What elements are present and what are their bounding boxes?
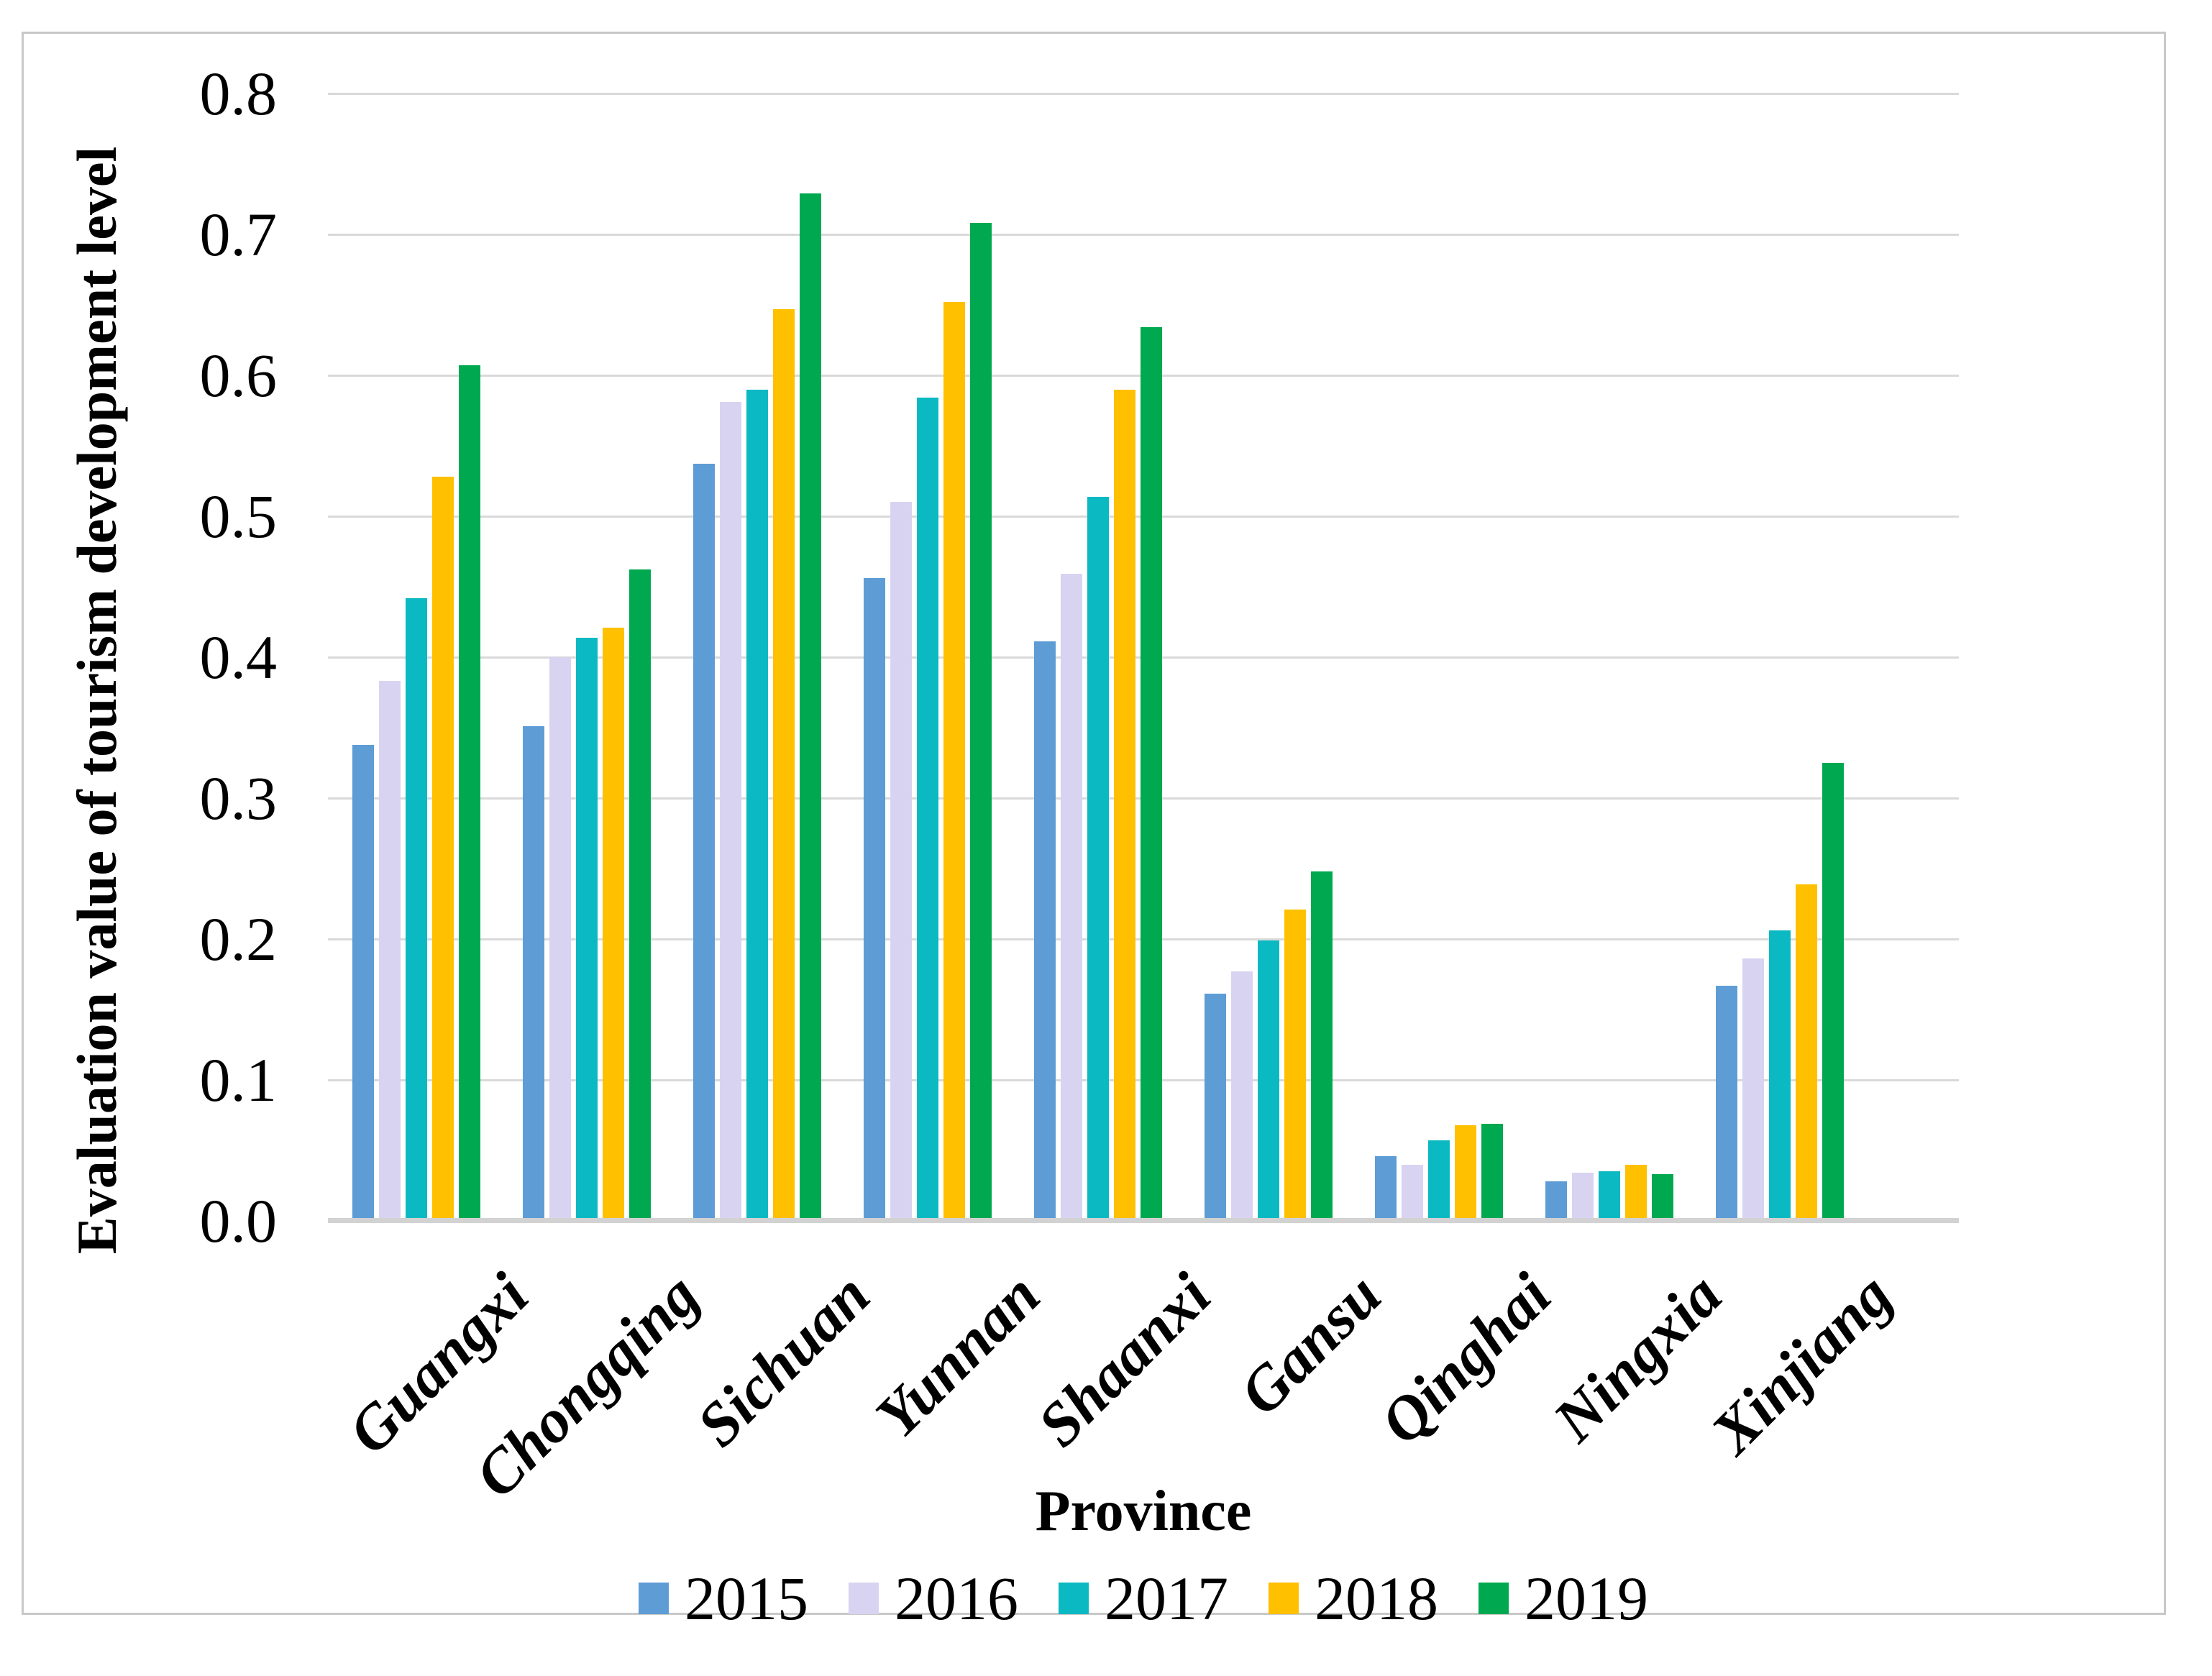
y-tick-label-0.8: 0.8 — [199, 59, 278, 128]
bar-guangxi-2017 — [406, 598, 427, 1221]
bar-gansu-2017 — [1258, 940, 1279, 1221]
bar-guangxi-2018 — [432, 477, 454, 1221]
bar-guangxi-2015 — [352, 745, 374, 1221]
legend-label-2015: 2015 — [685, 1564, 808, 1633]
legend-item-2019: 2019 — [1479, 1567, 1648, 1629]
legend-item-2015: 2015 — [639, 1567, 808, 1629]
legend-swatch-2019 — [1479, 1583, 1509, 1614]
bar-gansu-2018 — [1284, 910, 1306, 1221]
bar-gansu-2016 — [1231, 971, 1253, 1221]
gridline-0.8 — [328, 93, 1959, 95]
bar-qinghai-2016 — [1402, 1165, 1423, 1221]
bar-chongqing-2016 — [549, 657, 571, 1221]
legend-swatch-2017 — [1059, 1583, 1089, 1614]
bar-sichuan-2018 — [773, 309, 795, 1221]
bar-yunnan-2018 — [943, 302, 965, 1221]
bar-qinghai-2018 — [1455, 1125, 1476, 1221]
legend-item-2017: 2017 — [1059, 1567, 1228, 1629]
y-tick-label-0.6: 0.6 — [199, 341, 278, 410]
bar-sichuan-2017 — [746, 390, 768, 1221]
y-tick-label-0.7: 0.7 — [199, 200, 278, 269]
legend-swatch-2015 — [639, 1583, 669, 1614]
bar-shaanxi-2017 — [1087, 497, 1109, 1221]
legend-swatch-2018 — [1269, 1583, 1299, 1614]
y-tick-label-0.3: 0.3 — [199, 764, 278, 833]
bar-ningxia-2019 — [1652, 1174, 1673, 1221]
bar-yunnan-2016 — [890, 502, 912, 1221]
plot-area — [328, 93, 1959, 1223]
y-tick-label-0.1: 0.1 — [199, 1045, 278, 1114]
figure-border — [22, 32, 2166, 1615]
legend-label-2018: 2018 — [1315, 1564, 1438, 1633]
bar-ningxia-2016 — [1572, 1173, 1594, 1221]
y-tick-label-0.0: 0.0 — [199, 1186, 278, 1255]
bar-shaanxi-2016 — [1061, 574, 1082, 1221]
y-tick-label-0.5: 0.5 — [199, 482, 278, 551]
bar-guangxi-2016 — [379, 681, 401, 1221]
legend-label-2019: 2019 — [1525, 1564, 1648, 1633]
bar-yunnan-2019 — [970, 223, 992, 1221]
bar-ningxia-2018 — [1625, 1165, 1647, 1221]
bar-sichuan-2019 — [800, 193, 821, 1221]
bar-xinjiang-2019 — [1822, 763, 1844, 1221]
bar-shaanxi-2019 — [1141, 327, 1162, 1221]
bar-xinjiang-2016 — [1742, 958, 1764, 1221]
bar-gansu-2015 — [1205, 994, 1226, 1221]
bar-yunnan-2015 — [864, 578, 885, 1221]
bar-sichuan-2015 — [693, 464, 715, 1221]
bar-qinghai-2019 — [1481, 1124, 1503, 1221]
legend-item-2016: 2016 — [849, 1567, 1018, 1629]
bar-xinjiang-2018 — [1796, 884, 1817, 1221]
bar-yunnan-2017 — [917, 398, 938, 1221]
bar-qinghai-2015 — [1375, 1156, 1397, 1221]
bar-chongqing-2018 — [603, 628, 624, 1221]
x-axis-line — [328, 1218, 1959, 1223]
bar-shaanxi-2018 — [1114, 390, 1135, 1221]
legend-label-2016: 2016 — [895, 1564, 1018, 1633]
bar-shaanxi-2015 — [1034, 641, 1056, 1221]
gridline-0.7 — [328, 234, 1959, 236]
legend-item-2018: 2018 — [1269, 1567, 1438, 1629]
legend-swatch-2016 — [849, 1583, 879, 1614]
y-tick-label-0.4: 0.4 — [199, 623, 278, 692]
x-axis-title: Province — [1035, 1480, 1252, 1543]
bar-qinghai-2017 — [1428, 1140, 1450, 1221]
bar-ningxia-2015 — [1545, 1181, 1567, 1221]
bar-gansu-2019 — [1311, 871, 1333, 1221]
y-tick-label-0.2: 0.2 — [199, 905, 278, 974]
bar-chongqing-2017 — [576, 638, 598, 1221]
chart-legend: 2015 2016 2017 2018 2019 — [328, 1567, 1959, 1629]
bar-chongqing-2019 — [629, 569, 651, 1221]
bar-guangxi-2019 — [459, 365, 480, 1221]
bar-xinjiang-2015 — [1716, 986, 1737, 1221]
bar-sichuan-2016 — [720, 402, 741, 1221]
y-axis-title: Evaluation value of tourism development … — [65, 146, 128, 1255]
bar-ningxia-2017 — [1599, 1171, 1620, 1221]
bar-chongqing-2015 — [523, 726, 544, 1221]
bar-xinjiang-2017 — [1769, 930, 1791, 1221]
legend-label-2017: 2017 — [1105, 1564, 1228, 1633]
